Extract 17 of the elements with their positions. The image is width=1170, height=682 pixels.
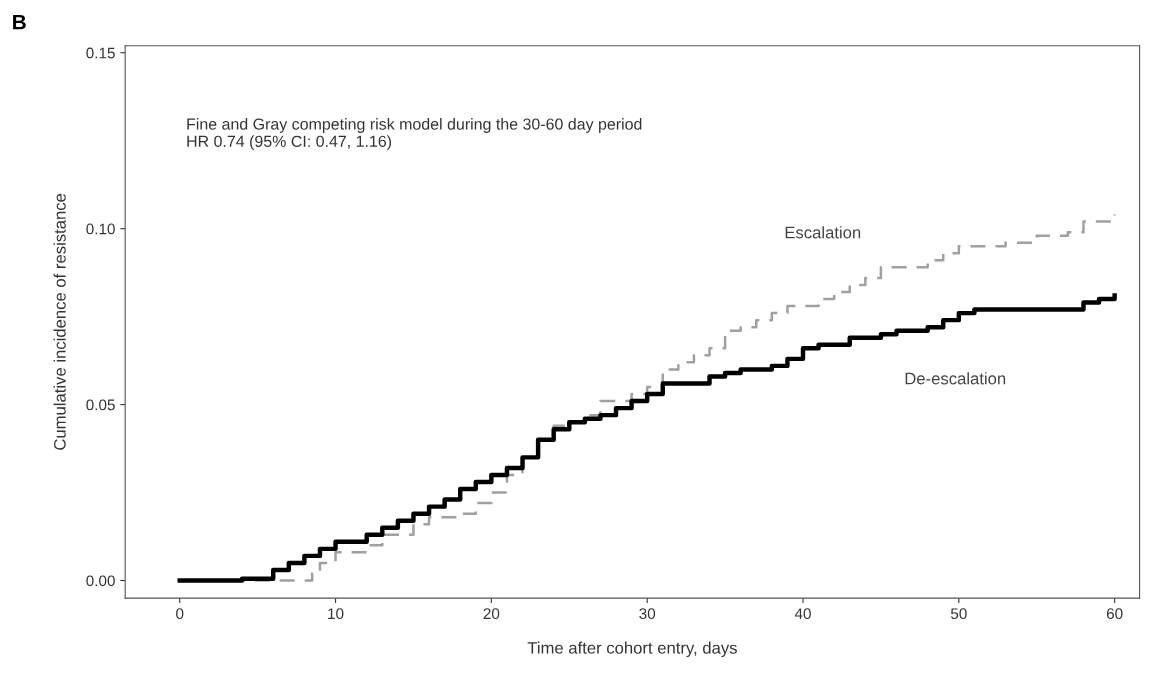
y-axis-title: Cumulative incidence of resistance (53, 193, 66, 450)
text: Escalation (785, 226, 861, 239)
x-tick-label: 0 (176, 608, 184, 620)
text: De-escalation (905, 372, 1006, 385)
x-tick-label: 60 (1106, 608, 1123, 620)
annotation: Fine and Gray competing risk model during the 30-60 day period HR 0.74 (95% CI: 0.47, 1.16) (187, 118, 642, 151)
x-tick-label: 10 (328, 608, 344, 620)
y-tick-label: 0.05 (86, 399, 115, 411)
y-tick-label: 0.10 (86, 223, 115, 235)
y-tick-label: 0.15 (86, 47, 115, 59)
y-tick-label: 0.00 (86, 575, 115, 587)
text: B (13, 14, 26, 30)
x-tick-label: 20 (483, 608, 500, 620)
x-axis-title: Time after cohort entry, days (527, 641, 737, 658)
x-tick-label: 30 (639, 608, 656, 620)
x-tick-label: 40 (794, 608, 811, 620)
x-tick-label: 50 (950, 608, 967, 620)
